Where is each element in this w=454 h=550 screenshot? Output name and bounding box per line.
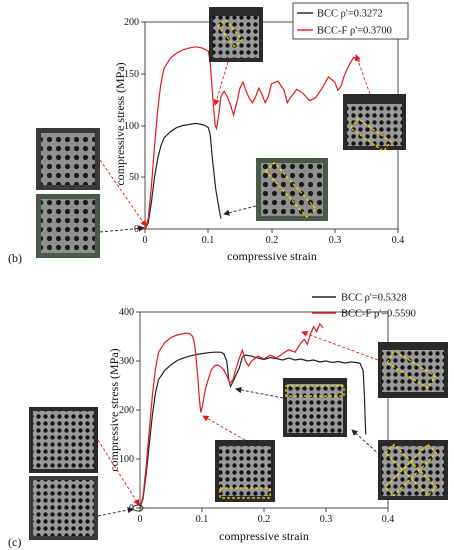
photo-pointers-b bbox=[99, 54, 371, 233]
x-axis-title-c: compressive strain bbox=[219, 529, 309, 543]
panel-label-b: (b) bbox=[8, 251, 22, 265]
y-tick-label: 200 bbox=[119, 405, 134, 416]
x-tick-label: 0.3 bbox=[329, 235, 342, 246]
y-tick-label: 150 bbox=[124, 69, 139, 80]
legend-b: BCC ρ'=0.3272 BCC-F ρ'=0.3700 bbox=[292, 2, 409, 40]
series-line-bcc-f bbox=[139, 322, 324, 509]
series-line-bcc bbox=[144, 122, 222, 230]
y-axis-c: 0 100 200 300 400 bbox=[119, 307, 140, 514]
x-tick-label: 0 bbox=[138, 514, 143, 525]
x-tick-label: 0.4 bbox=[382, 514, 395, 525]
series-line-bcc-f bbox=[144, 46, 361, 230]
x-axis-title-b: compressive strain bbox=[227, 249, 317, 263]
x-tick-label: 0.2 bbox=[258, 514, 271, 525]
legend-label-bcc: BCC ρ'=0.5328 bbox=[341, 293, 407, 304]
legend-label-bcc-f: BCC-F ρ'=0.5590 bbox=[341, 309, 416, 320]
x-tick-label: 0.4 bbox=[392, 235, 405, 246]
specimen-photo-bcc-diagonal-band bbox=[256, 158, 328, 221]
y-tick-label: 100 bbox=[124, 121, 139, 132]
specimen-photo-initial-bcc-f bbox=[36, 128, 100, 190]
specimen-photo-bcc-f-diagonal-band bbox=[378, 342, 448, 398]
x-tick-label: 0 bbox=[143, 235, 148, 246]
x-axis-c: 0 0.1 0.2 0.3 0.4 bbox=[138, 508, 395, 525]
series-line-bcc bbox=[139, 351, 367, 509]
y-axis-b: 0 50 100 150 200 bbox=[124, 17, 145, 235]
y-tick-label: 100 bbox=[119, 454, 134, 465]
panel-b: 0 50 100 150 200 0 0.1 0.2 0.3 0.4 compr… bbox=[8, 2, 409, 265]
specimen-photo-bcc-f-bottom-layer bbox=[215, 440, 275, 502]
x-axis-b: 0 0.1 0.2 0.3 0.4 bbox=[143, 229, 405, 246]
legend-label-bcc-f: BCC-F ρ'=0.3700 bbox=[317, 26, 392, 37]
x-tick-label: 0.1 bbox=[196, 514, 209, 525]
x-tick-label: 0.1 bbox=[202, 235, 215, 246]
x-tick-label: 0.2 bbox=[266, 235, 279, 246]
series-lines-b bbox=[144, 46, 361, 230]
panel-label-c: (c) bbox=[8, 535, 21, 549]
specimen-photo-initial-bcc-f bbox=[29, 407, 98, 473]
y-axis-title-b: compressive stress (MPa) bbox=[113, 62, 127, 185]
y-tick-label: 300 bbox=[119, 356, 134, 367]
y-tick-label: 0 bbox=[134, 224, 139, 235]
y-axis-title-c: compressive stress (MPa) bbox=[107, 348, 121, 471]
specimen-photo-bcc-f-early-band bbox=[209, 7, 263, 62]
panel-c: 0 100 200 300 400 0 0.1 0.2 0.3 0.4 comp… bbox=[8, 293, 448, 549]
y-tick-label: 50 bbox=[129, 172, 139, 183]
specimen-photo-initial-bcc bbox=[29, 476, 98, 540]
series-lines-c bbox=[139, 322, 367, 509]
legend-c: BCC ρ'=0.5328 BCC-F ρ'=0.5590 bbox=[312, 293, 416, 320]
photo-pointers-c bbox=[97, 330, 381, 517]
x-tick-label: 0.3 bbox=[320, 514, 333, 525]
specimen-photo-bcc-f-diagonal-band bbox=[343, 94, 406, 153]
y-tick-label: 200 bbox=[124, 17, 139, 28]
specimen-photo-bcc-top-layer bbox=[283, 378, 347, 437]
legend-label-bcc: BCC ρ'=0.3272 bbox=[317, 9, 383, 20]
specimen-photo-bcc-x-band bbox=[378, 440, 448, 500]
specimen-photo-initial-bcc bbox=[36, 194, 100, 258]
y-tick-label: 400 bbox=[119, 307, 134, 318]
